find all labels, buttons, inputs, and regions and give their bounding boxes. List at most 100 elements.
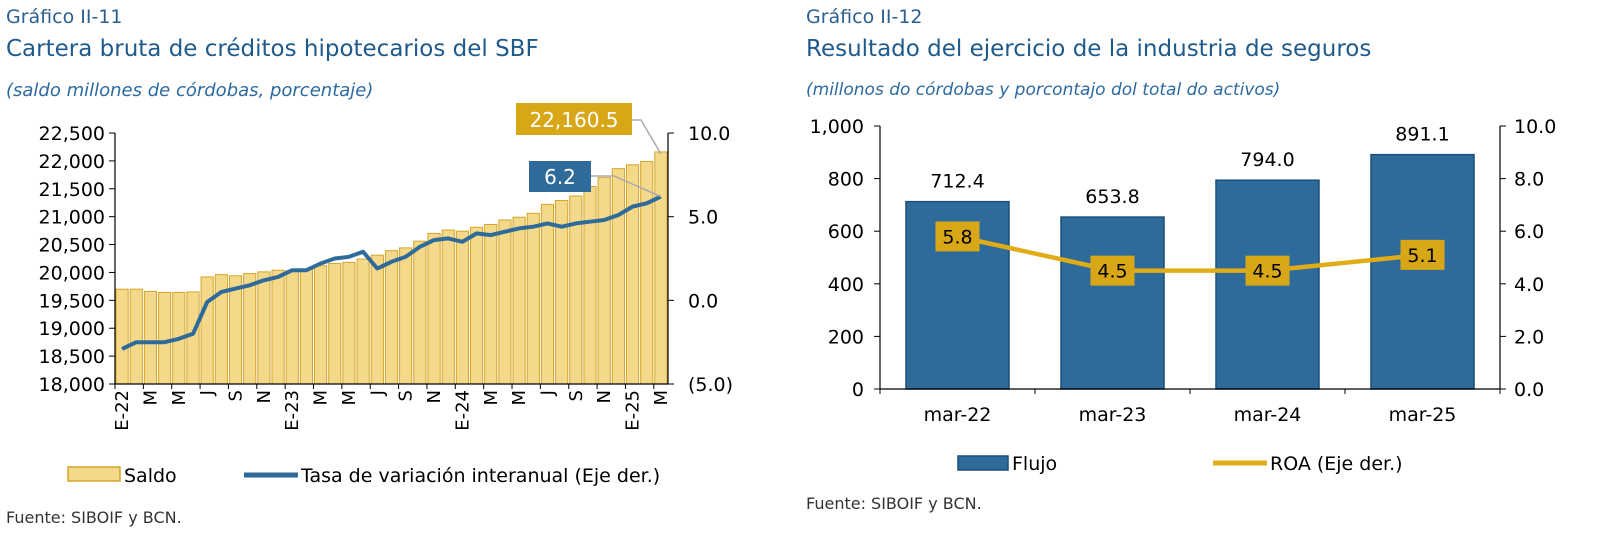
x-tick-label: J: [537, 390, 558, 396]
chart-subtitle: (millonos do córdobas y porcontajo dol t…: [806, 80, 1281, 100]
x-tick-label: N: [254, 390, 275, 403]
x-tick-label: mar-22: [924, 404, 992, 426]
bar-saldo: [143, 290, 158, 385]
x-tick-label: M: [140, 390, 161, 406]
bar-saldo: [257, 271, 271, 385]
bar-flujo: [1060, 216, 1165, 390]
bar-flujo: [1370, 153, 1475, 390]
x-tick-label: J: [197, 390, 218, 396]
x-tick-label: mar-25: [1389, 404, 1457, 426]
bar-saldo: [271, 269, 285, 385]
x-tick-label: mar-24: [1234, 404, 1302, 426]
roa-label-box: [1400, 239, 1445, 270]
x-tick-label: M: [651, 390, 672, 406]
left-tick-label: 18,500: [39, 346, 105, 368]
bar-saldo: [640, 160, 654, 385]
right-tick-label: 0.0: [688, 290, 718, 312]
left-tick-label: 0: [852, 379, 864, 401]
x-tick-label: mar-23: [1079, 404, 1147, 426]
legend-swatch-flujo: [957, 455, 1009, 471]
source-note: Fuente: SIBOIF y BCN.: [6, 508, 182, 527]
x-tick-label: E-23: [282, 390, 303, 431]
roa-label: 5.1: [1407, 245, 1437, 267]
bar-saldo: [129, 288, 143, 385]
left-tick-label: 200: [828, 326, 864, 348]
callout-tasa-box: [529, 161, 591, 192]
x-tick-label: S: [226, 390, 247, 401]
roa-label: 4.5: [1097, 261, 1127, 283]
bar-saldo: [299, 269, 314, 385]
x-tick-label: M: [169, 390, 190, 406]
right-tick-label: 2.0: [1514, 326, 1544, 348]
bar-saldo: [370, 254, 384, 385]
right-tick-label: 6.0: [1514, 221, 1544, 243]
chart-panel-seguros: Gráfico II-12 Resultado del ejercicio de…: [806, 0, 1610, 546]
left-tick-label: 22,500: [39, 123, 105, 145]
x-tick-label: S: [396, 390, 417, 401]
bar-saldo: [243, 273, 257, 385]
bar-saldo: [611, 168, 625, 385]
right-tick-label: 4.0: [1514, 274, 1544, 296]
source-note: Fuente: SIBOIF y BCN.: [806, 494, 982, 513]
right-tick-label: 5.0: [688, 207, 718, 229]
roa-label: 5.8: [942, 226, 972, 248]
bar-saldo: [469, 226, 484, 385]
left-tick-label: 22,000: [39, 151, 105, 173]
bar-flujo-label: 712.4: [930, 171, 984, 193]
bar-saldo: [384, 250, 399, 385]
bar-saldo: [228, 275, 243, 385]
left-tick-label: 19,000: [39, 318, 105, 340]
bar-saldo: [625, 164, 640, 385]
roa-label: 4.5: [1252, 261, 1282, 283]
x-tick-label: J: [367, 390, 388, 396]
chart-hipotecarios: 18,000 18,500 19,000 19,500 20,000 20,500 21,0…: [39, 103, 733, 487]
bar-saldo: [427, 232, 441, 385]
left-tick-label: 20,000: [39, 262, 105, 284]
x-tick-label: N: [424, 390, 445, 403]
legend-label-saldo: Saldo: [124, 465, 177, 487]
bar-saldo: [413, 240, 427, 385]
callout-saldo-value: 22,160.5: [529, 108, 618, 132]
chart-subtitle: (saldo millones de córdobas, porcentaje): [6, 80, 374, 101]
left-tick-label: 21,000: [39, 207, 105, 229]
x-tick-label: M: [339, 390, 360, 406]
chart-title: Resultado del ejercicio de la industria …: [806, 36, 1372, 62]
bar-saldo: [540, 203, 555, 385]
bar-flujo-label: 891.1: [1395, 124, 1449, 146]
bar-saldo: [597, 177, 611, 385]
x-tick-label: E-24: [452, 390, 473, 431]
x-tick-label: S: [566, 390, 587, 401]
bar-saldo: [526, 212, 540, 385]
roa-label-box: [1090, 255, 1135, 286]
chart-panel-hipotecarios: Gráfico II-11 Cartera bruta de créditos …: [0, 0, 800, 546]
bar-saldo: [498, 219, 512, 385]
callout-leader: [586, 175, 662, 198]
right-tick-label: 10.0: [1514, 116, 1556, 138]
bar-saldo: [356, 258, 370, 385]
x-tick-label: E-22: [112, 390, 133, 431]
legend-label-roa: ROA (Eje der.): [1270, 453, 1403, 475]
chart-seguros: 712.4 653.8 794.0 891.1 5.8 4.5 4.5 5.1 0 200 400 6…: [810, 116, 1557, 475]
right-tick-label: 10.0: [688, 123, 730, 145]
left-tick-label: 20,500: [39, 235, 105, 257]
bar-saldo: [115, 288, 129, 385]
callout-tasa-value: 6.2: [544, 165, 576, 189]
roa-label-box: [1245, 255, 1290, 286]
bar-saldo: [441, 229, 455, 385]
chart-number: Gráfico II-11: [6, 6, 123, 28]
bar-saldo: [158, 292, 172, 385]
bar-saldo: [200, 276, 214, 385]
bar-saldo: [314, 265, 328, 385]
x-tick-label: M: [481, 390, 502, 406]
left-tick-label: 1,000: [810, 116, 864, 138]
x-tick-label: E-25: [623, 390, 644, 431]
left-tick-label: 600: [828, 221, 864, 243]
chart-number: Gráfico II-12: [806, 6, 923, 28]
bar-saldo: [455, 230, 469, 385]
bar-saldo: [583, 186, 597, 385]
right-tick-label: 0.0: [1514, 379, 1544, 401]
chart-title: Cartera bruta de créditos hipotecarios d…: [6, 36, 539, 62]
left-tick-label: 18,000: [39, 374, 105, 396]
roa-label-box: [935, 221, 980, 252]
x-tick-label: M: [509, 390, 530, 406]
